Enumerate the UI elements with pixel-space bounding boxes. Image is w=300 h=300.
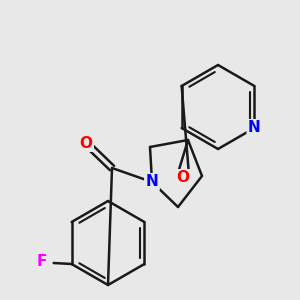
Text: O: O <box>176 170 190 185</box>
Text: F: F <box>36 254 47 269</box>
Text: N: N <box>146 175 158 190</box>
Text: N: N <box>248 121 261 136</box>
Text: O: O <box>80 136 92 151</box>
